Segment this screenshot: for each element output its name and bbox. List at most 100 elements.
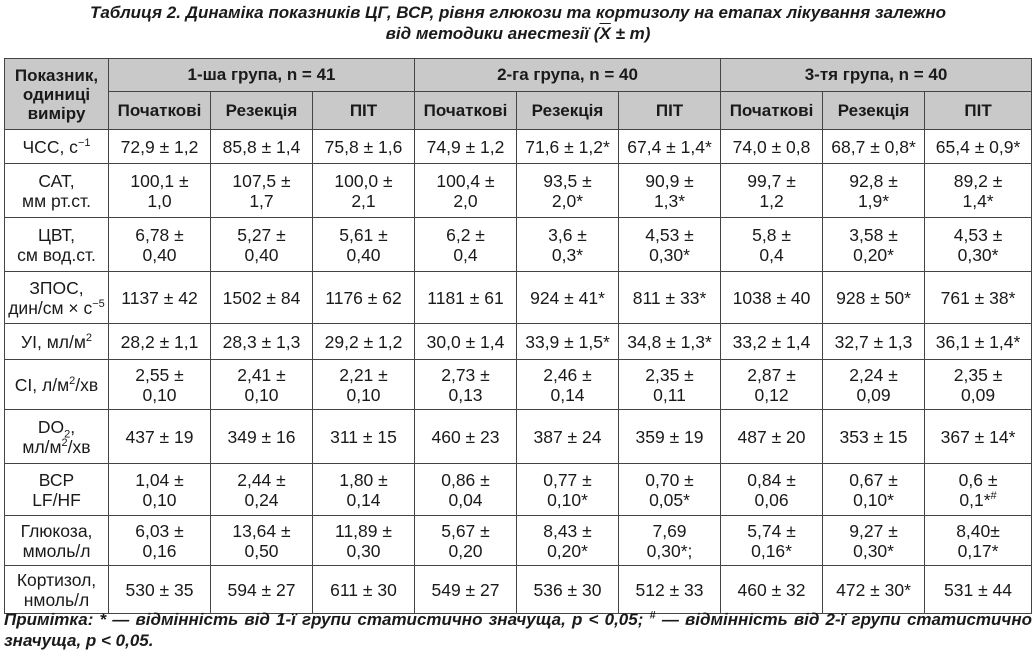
caption-line-2: від методики анестезії (X ± m) bbox=[0, 23, 1036, 44]
mean-symbol: X bbox=[599, 24, 611, 43]
table-cell: 367 ± 14* bbox=[924, 409, 1033, 464]
table-cell: 594 ± 27 bbox=[210, 565, 313, 614]
table-cell: 437 ± 19 bbox=[108, 409, 211, 464]
table-cell: 353 ± 15 bbox=[822, 409, 926, 464]
row-label: УІ, мл/м2 bbox=[4, 323, 109, 360]
group-header-1: 1-ша група, n = 41 bbox=[108, 58, 415, 92]
table-cell: 549 ± 27 bbox=[414, 565, 517, 614]
table-cell: 100,0 ±2,1 bbox=[312, 163, 415, 218]
row-label: DO2, мл/м2/хв bbox=[4, 409, 109, 464]
table-cell: 2,44 ±0,24 bbox=[210, 463, 313, 516]
table-cell: 0,77 ±0,10* bbox=[516, 463, 619, 516]
row-label: САТ, мм рт.ст. bbox=[4, 163, 109, 218]
table-cell: 6,03 ±0,16 bbox=[108, 515, 211, 566]
table-cell: 90,9 ±1,3* bbox=[617, 163, 722, 218]
table-cell: 71,6 ± 1,2* bbox=[516, 129, 619, 164]
table-cell: 30,0 ± 1,4 bbox=[414, 323, 517, 360]
table-cell: 89,2 ±1,4* bbox=[924, 163, 1033, 218]
table-cell: 536 ± 30 bbox=[516, 565, 619, 614]
table-cell: 1502 ± 84 bbox=[210, 271, 313, 324]
stage-header: Початкові bbox=[108, 91, 211, 130]
table-cell: 387 ± 24 bbox=[516, 409, 619, 464]
table-cell: 0,84 ±0,06 bbox=[720, 463, 824, 516]
stage-header: ПІТ bbox=[924, 91, 1033, 130]
table-cell: 74,0 ± 0,8 bbox=[720, 129, 824, 164]
table-cell: 28,2 ± 1,1 bbox=[108, 323, 211, 360]
table-cell: 2,41 ±0,10 bbox=[210, 359, 313, 410]
table-cell: 2,35 ±0,11 bbox=[617, 359, 722, 410]
table-cell: 761 ± 38* bbox=[924, 271, 1033, 324]
stage-header: Початкові bbox=[720, 91, 824, 130]
table-cell: 2,21 ±0,10 bbox=[312, 359, 415, 410]
table-cell: 2,87 ±0,12 bbox=[720, 359, 824, 410]
table-cell: 531 ± 44 bbox=[924, 565, 1033, 614]
table-cell: 460 ± 32 bbox=[720, 565, 824, 614]
table-cell: 0,67 ±0,10* bbox=[822, 463, 926, 516]
table-cell: 8,40± 0,17* bbox=[924, 515, 1033, 566]
table-cell: 75,8 ± 1,6 bbox=[312, 129, 415, 164]
table-cell: 100,1 ±1,0 bbox=[108, 163, 211, 218]
table-cell: 33,9 ± 1,5* bbox=[516, 323, 619, 360]
row-label: ЧСС, с−1 bbox=[4, 129, 109, 164]
table-cell: 487 ± 20 bbox=[720, 409, 824, 464]
table-row: Кортизол, нмоль/л 530 ± 35 594 ± 27 611 ± 30… bbox=[4, 565, 1033, 614]
table-cell: 5,61 ±0,40 bbox=[312, 217, 415, 272]
table-cell: 1176 ± 62 bbox=[312, 271, 415, 324]
table-cell: 0,86 ±0,04 bbox=[414, 463, 517, 516]
table-cell: 85,8 ± 1,4 bbox=[210, 129, 313, 164]
table-cell: 6,2 ±0,4 bbox=[414, 217, 517, 272]
table-cell: 1181 ± 61 bbox=[414, 271, 517, 324]
table-cell: 928 ± 50* bbox=[822, 271, 926, 324]
table-cell: 0,70 ±0,05* bbox=[617, 463, 722, 516]
table-cell: 2,35 ±0,09 bbox=[924, 359, 1033, 410]
table-row: Глюкоза, ммоль/л 6,03 ±0,16 13,64 ±0,50 11,8… bbox=[4, 515, 1033, 566]
table-cell: 6,78 ±0,40 bbox=[108, 217, 211, 272]
table-cell: 2,55 ±0,10 bbox=[108, 359, 211, 410]
table-cell: 11,89 ±0,30 bbox=[312, 515, 415, 566]
table-cell: 1038 ± 40 bbox=[720, 271, 824, 324]
table-cell: 2,46 ±0,14 bbox=[516, 359, 619, 410]
group-header-3: 3-тя група, n = 40 bbox=[720, 58, 1033, 92]
caption-line-2-prefix: від методики анестезії ( bbox=[385, 24, 600, 43]
table-cell: 4,53 ±0,30* bbox=[617, 217, 722, 272]
stage-header: ПІТ bbox=[617, 91, 722, 130]
table-cell: 1,80 ±0,14 bbox=[312, 463, 415, 516]
stage-header: Резекція bbox=[516, 91, 619, 130]
table-cell: 349 ± 16 bbox=[210, 409, 313, 464]
stage-header-row: Початкові Резекція ПІТ Початкові Резекці… bbox=[5, 91, 1033, 130]
caption-line-2-suffix: ± m) bbox=[610, 24, 651, 43]
table-cell: 1,04 ±0,10 bbox=[108, 463, 211, 516]
table-cell: 811 ± 33* bbox=[617, 271, 722, 324]
table-cell: 107,5 ±1,7 bbox=[210, 163, 313, 218]
table-row: САТ, мм рт.ст. 100,1 ±1,0 107,5 ±1,7 100,0 ±… bbox=[4, 163, 1033, 218]
table-cell: 611 ± 30 bbox=[312, 565, 415, 614]
table-row: ЦВТ, см вод.ст. 6,78 ±0,40 5,27 ±0,40 5,61 ±… bbox=[4, 217, 1033, 272]
table-cell: 68,7 ± 0,8* bbox=[822, 129, 926, 164]
table-cell: 460 ± 23 bbox=[414, 409, 517, 464]
table-cell: 29,2 ± 1,2 bbox=[312, 323, 415, 360]
table-cell: 3,6 ±0,3* bbox=[516, 217, 619, 272]
group-header-row: Показник, одиниці виміру 1-ша група, n =… bbox=[4, 58, 1033, 130]
table-cell: 3,58 ±0,20* bbox=[822, 217, 926, 272]
table-cell: 1137 ± 42 bbox=[108, 271, 211, 324]
data-table: Показник, одиниці виміру 1-ша група, n =… bbox=[4, 58, 1033, 614]
table-row: ЗПОС, дин/см × с−5 1137 ± 42 1502 ± 84 1176 … bbox=[4, 271, 1033, 324]
table-caption: Таблиця 2. Динаміка показників ЦГ, ВСР, … bbox=[0, 2, 1036, 44]
stage-header: Резекція bbox=[822, 91, 926, 130]
row-label: Кортизол, нмоль/л bbox=[4, 565, 109, 614]
footnote: Примітка: * — відмінність від 1-ї групи … bbox=[4, 609, 1032, 650]
table-cell: 311 ± 15 bbox=[312, 409, 415, 464]
table-cell: 13,64 ±0,50 bbox=[210, 515, 313, 566]
row-label: ВСР LF/HF bbox=[4, 463, 109, 516]
table-cell: 32,7 ± 1,3 bbox=[822, 323, 926, 360]
table-cell: 4,53 ±0,30* bbox=[924, 217, 1033, 272]
stage-header: ПІТ bbox=[312, 91, 415, 130]
table-cell: 34,8 ± 1,3* bbox=[617, 323, 722, 360]
row-label: Глюкоза, ммоль/л bbox=[4, 515, 109, 566]
table-cell: 2,73 ±0,13 bbox=[414, 359, 517, 410]
table-cell: 92,8 ±1,9* bbox=[822, 163, 926, 218]
table-cell: 530 ± 35 bbox=[108, 565, 211, 614]
table-row: DO2, мл/м2/хв 437 ± 19 349 ± 16 311 ± 15 460 … bbox=[4, 409, 1033, 464]
stage-header: Початкові bbox=[414, 91, 517, 130]
table-cell: 36,1 ± 1,4* bbox=[924, 323, 1033, 360]
